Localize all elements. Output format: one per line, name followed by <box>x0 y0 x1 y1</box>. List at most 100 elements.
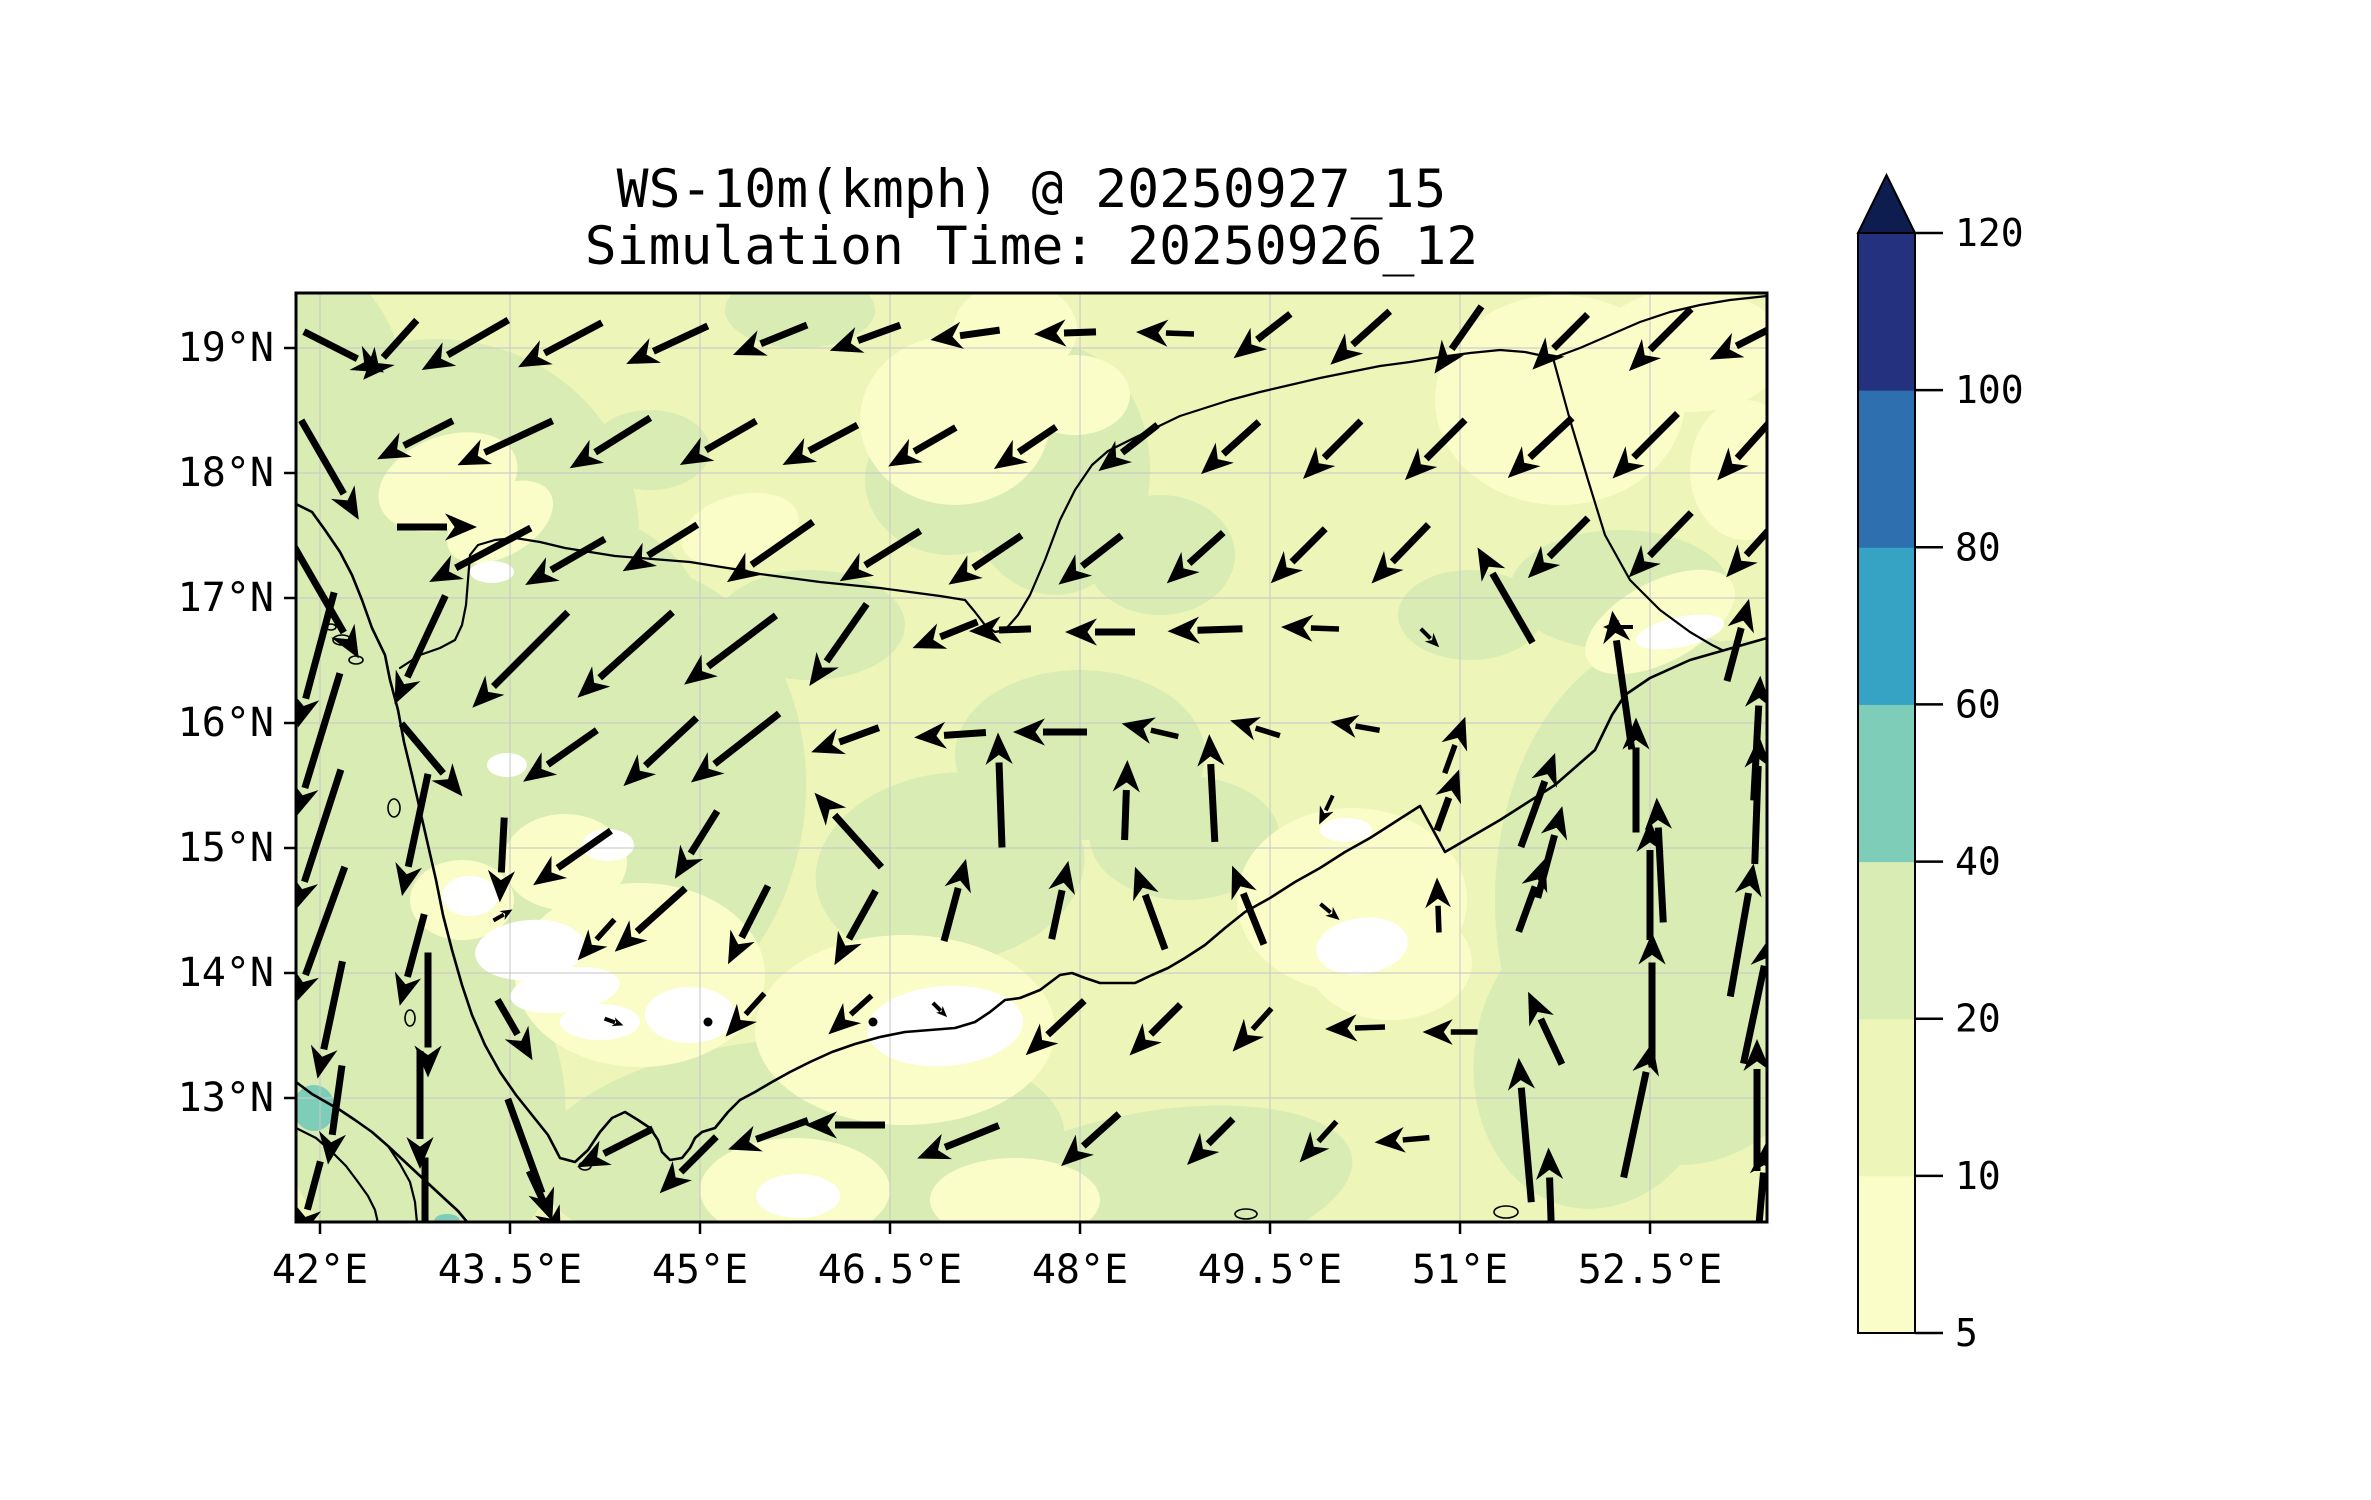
contour-region-green <box>815 772 1085 964</box>
colorbar-segment <box>1858 547 1915 705</box>
island-outline <box>1493 1205 1519 1219</box>
wind-arrow <box>1477 547 1536 645</box>
contour-region-white <box>510 966 620 1014</box>
border-yemen-oman <box>1551 356 1724 652</box>
wind-arrow <box>1636 820 1664 940</box>
contour-region-pale <box>1585 569 1735 675</box>
wind-arrow <box>397 513 477 541</box>
contour-region-white <box>475 919 585 981</box>
wind-arrow <box>728 1117 810 1152</box>
wind-arrow <box>472 609 571 708</box>
y-tick-label: 19°N <box>178 325 274 371</box>
colorbar-tick-label: 20 <box>1955 997 2001 1041</box>
wind-arrow <box>839 527 923 582</box>
x-tick-label: 42°E <box>272 1247 368 1293</box>
wind-arrow <box>1232 1006 1274 1052</box>
contour-region-white <box>1635 614 1725 650</box>
wind-arrow <box>1507 1057 1535 1203</box>
wind-arrow <box>1058 532 1124 585</box>
x-tick-label: 51°E <box>1412 1247 1508 1293</box>
wind-arrow <box>782 421 860 465</box>
wind-arrow <box>1534 806 1568 899</box>
wind-arrow <box>394 594 449 705</box>
contour-region-white <box>487 753 527 777</box>
wind-arrow <box>296 865 349 1003</box>
wind-arrow <box>1434 304 1485 374</box>
wind-arrow <box>1536 1147 1564 1222</box>
wind-arrow <box>296 542 359 659</box>
wind-arrow <box>394 913 428 1006</box>
wind-arrow <box>1603 610 1636 750</box>
wind-arrow <box>814 792 885 870</box>
wind-arrow <box>985 732 1013 848</box>
wind-arrow <box>319 1064 346 1165</box>
coast-arabia <box>296 502 1767 1164</box>
wind-arrow <box>1620 1042 1659 1179</box>
x-tick-label: 49.5°E <box>1198 1247 1343 1293</box>
wind-arrow <box>395 773 432 897</box>
wind-arrow <box>487 817 515 903</box>
wind-arrow <box>296 1160 324 1222</box>
wind-arrow <box>948 532 1024 585</box>
wind-arrow <box>1749 1142 1767 1222</box>
chart-subtitle: Simulation Time: 20250926_12 <box>584 216 1479 277</box>
wind-arrow <box>1371 522 1431 584</box>
contour-region-white <box>560 1004 640 1040</box>
wind-arrow <box>679 417 758 465</box>
wind-arrow <box>1098 422 1160 472</box>
wind-arrow <box>1726 863 1762 998</box>
wind-arrow <box>406 1051 434 1169</box>
wind-arrow <box>993 424 1059 469</box>
wind-arrow <box>1723 598 1754 682</box>
wind-arrow <box>1515 858 1548 933</box>
colorbar-segment <box>1858 390 1915 548</box>
wind-arrow <box>525 535 607 585</box>
wind-arrow <box>1166 529 1226 584</box>
wind-arrow <box>728 884 772 965</box>
y-tick-label: 13°N <box>178 1075 274 1121</box>
wind-arrow <box>1303 418 1364 479</box>
wind-arrow <box>523 727 599 782</box>
wind-arrow <box>1048 860 1075 940</box>
wind-arrow <box>1740 941 1767 1065</box>
wind-arrow <box>1532 311 1591 370</box>
wind-arrow <box>811 724 881 755</box>
wind-arrow <box>725 991 767 1037</box>
colorbar-tick-label: 40 <box>1955 840 2001 884</box>
plot-frame <box>294 291 1769 1224</box>
wind-arrow <box>732 321 809 356</box>
wind-arrow <box>931 1001 948 1018</box>
wind-arrow <box>684 612 779 685</box>
wind-arrow <box>1404 417 1468 481</box>
contour-region-teal <box>296 1085 335 1131</box>
colorbar-tick-label: 100 <box>1955 368 2024 412</box>
wind-arrow <box>1201 419 1262 475</box>
wind-arrow <box>1374 1127 1430 1153</box>
wind-arrow <box>834 889 879 966</box>
colorbar-tick-label: 120 <box>1955 211 2024 255</box>
island-outline <box>404 1009 416 1027</box>
wind-arrow <box>298 418 359 520</box>
wind-arrow <box>614 885 688 952</box>
contour-region-white <box>867 985 1023 1067</box>
wind-arrow <box>727 519 816 583</box>
wind-arrow <box>1419 627 1440 648</box>
wind-arrow <box>577 1125 655 1168</box>
colorbar-segment <box>1858 1018 1915 1177</box>
wind-arrow <box>1034 319 1097 347</box>
wind-arrow <box>525 1169 561 1222</box>
wind-arrow <box>1517 753 1557 849</box>
wind-arrow <box>296 768 345 910</box>
wind-arrow <box>1319 794 1335 825</box>
wind-arrow <box>917 1122 1001 1160</box>
contour-region-green <box>590 410 710 490</box>
calm-dot <box>703 1017 713 1027</box>
wind-arrow <box>1136 319 1195 347</box>
wind-arrow <box>457 417 555 466</box>
y-tick-label: 16°N <box>178 700 274 746</box>
contour-region-teal <box>434 1214 460 1222</box>
colorbar-tick-label: 10 <box>1955 1154 2001 1198</box>
wind-arrow <box>377 417 455 460</box>
wind-arrow <box>1299 1119 1339 1163</box>
